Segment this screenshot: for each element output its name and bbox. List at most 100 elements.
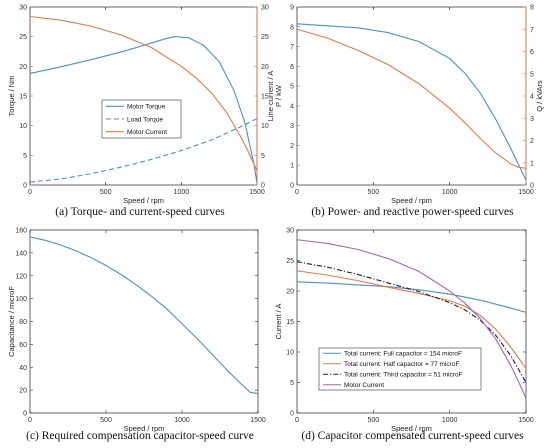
y-tick-label: 25	[286, 258, 294, 265]
y-right-tick-label: 3	[530, 116, 534, 123]
y-tick-label: 25	[19, 34, 27, 41]
y-right-tick-label: 5	[530, 71, 534, 78]
y-right-tick-label: 0	[530, 183, 534, 190]
legend-box	[318, 347, 482, 391]
x-tick-label: 1000	[174, 417, 190, 424]
y-right-tick-label: 8	[530, 5, 534, 12]
y-right-tick-label: 5	[261, 153, 265, 160]
y-tick-label: 40	[19, 365, 27, 372]
y-tick-label: 10	[19, 123, 27, 130]
y-tick-label: 0	[23, 411, 27, 418]
chart-compensation-capacitor: 0 500 1000 1500 Speed / rpm 0 20 40 60 80 100 120 14…	[7, 228, 266, 434]
y-tick-label: 80	[19, 319, 27, 326]
x-tick-label: 1000	[442, 189, 458, 196]
y-axis-label: P / kW	[274, 84, 283, 107]
chart-torque-current: 0 500 1000 1500 Speed / rpm 0 5 10 15 20 25 30 Torqu…	[7, 5, 275, 206]
y-tick-label: 1	[290, 163, 294, 170]
y-tick-label: 60	[19, 342, 27, 349]
y-tick-label: 3	[290, 123, 294, 130]
plot-frame	[29, 229, 259, 414]
y-tick-label: 8	[290, 24, 294, 31]
series-line-2-0	[29, 236, 259, 395]
y-tick-label: 160	[15, 228, 27, 235]
x-tick-label: 1000	[174, 189, 190, 196]
y-tick-label: 100	[15, 296, 27, 303]
x-tick-label: 1500	[518, 189, 534, 196]
legend-label: Motor Current	[127, 129, 167, 136]
x-axis-label: Speed / rpm	[391, 196, 432, 205]
x-tick-label: 1500	[249, 189, 265, 196]
x-tick-label: 1000	[442, 417, 458, 424]
chart-compensated-current: 0 500 1000 1500 Speed / rpm 0 5 10 15 20 25 30 Curre…	[274, 228, 534, 434]
y-tick-label: 9	[290, 5, 294, 12]
caption-c: (c) Required compensation capacitor-spee…	[26, 430, 254, 442]
y-right-tick-label: 0	[261, 183, 265, 190]
caption-d: (d) Capacitor compensated current-speed …	[301, 430, 524, 442]
plot-frame	[296, 6, 527, 186]
y-right-axis-label: Q / kVArs	[535, 80, 544, 112]
y-right-tick-label: 25	[261, 34, 269, 41]
y-tick-label: 2	[290, 143, 294, 150]
y-tick-label: 20	[19, 388, 27, 395]
y-tick-label: 10	[286, 350, 294, 357]
x-tick-label: 0	[295, 189, 299, 196]
y-right-tick-label: 2	[530, 138, 534, 145]
x-tick-label: 500	[367, 189, 379, 196]
series-line-3-1	[296, 270, 527, 369]
y-tick-label: 15	[19, 94, 27, 101]
y-tick-label: 30	[19, 5, 27, 12]
legend-label: Total current: Third capacitor = 51 micr…	[344, 372, 463, 379]
x-tick-label: 1500	[250, 417, 266, 424]
plot-frame	[29, 6, 258, 186]
y-tick-label: 6	[290, 64, 294, 71]
chart-power-reactive-power: 0 500 1000 1500 Speed / rpm 0 1 2 3 4 5 6 7 8 9 P / kW 0…	[274, 5, 544, 206]
y-tick-label: 30	[286, 228, 294, 235]
y-tick-label: 0	[290, 183, 294, 190]
legend: Total current: Full capacitor = 154 micr…	[318, 347, 482, 391]
legend: Motor Torque Load Torque Motor Current	[101, 99, 182, 139]
x-axis-label: Speed / rpm	[123, 196, 164, 205]
y-right-tick-label: 15	[261, 94, 269, 101]
x-tick-label: 0	[28, 189, 32, 196]
legend-label: Motor Torque	[127, 104, 166, 111]
y-tick-label: 5	[290, 380, 294, 387]
y-tick-label: 0	[290, 411, 294, 418]
legend-label: Total current: Half capacitor = 77 micro…	[344, 361, 459, 368]
y-tick-label: 5	[290, 84, 294, 91]
series-line-1-0	[296, 23, 527, 181]
y-tick-label: 20	[286, 289, 294, 296]
series-line-3-3	[296, 239, 527, 399]
x-tick-label: 500	[100, 189, 112, 196]
y-axis-label: Capacitance / microF	[7, 286, 16, 357]
y-tick-label: 7	[290, 44, 294, 51]
x-tick-label: 500	[100, 417, 112, 424]
series-line-3-0	[296, 281, 527, 313]
y-right-tick-label: 6	[530, 49, 534, 56]
y-tick-label: 0	[23, 183, 27, 190]
caption-a: (a) Torque- and current-speed curves	[55, 206, 225, 218]
y-right-tick-label: 20	[261, 64, 269, 71]
y-tick-label: 5	[23, 153, 27, 160]
y-right-tick-label: 30	[261, 5, 269, 12]
x-tick-label: 0	[295, 417, 299, 424]
series-line-0-2	[29, 15, 258, 171]
x-tick-label: 1500	[518, 417, 534, 424]
y-axis-label: Torque / Nm	[7, 76, 16, 117]
y-tick-label: 120	[15, 273, 27, 280]
y-right-tick-label: 10	[261, 123, 269, 130]
y-tick-label: 15	[286, 319, 294, 326]
x-axis-label: Speed / rpm	[124, 424, 165, 433]
y-right-tick-label: 4	[530, 94, 534, 101]
legend-label: Total current: Full capacitor = 154 micr…	[344, 351, 462, 358]
series-line-0-1	[29, 118, 258, 183]
y-tick-label: 140	[15, 250, 27, 257]
y-tick-label: 4	[290, 103, 294, 110]
series-line-0-0	[29, 36, 258, 184]
y-axis-label: Current / A	[274, 304, 283, 340]
y-right-axis-label: Line current / A	[266, 71, 275, 121]
legend-label: Load Torque	[127, 116, 163, 123]
y-right-tick-label: 7	[530, 27, 534, 34]
y-tick-label: 20	[19, 64, 27, 71]
legend-label: Motor Current	[344, 382, 384, 389]
